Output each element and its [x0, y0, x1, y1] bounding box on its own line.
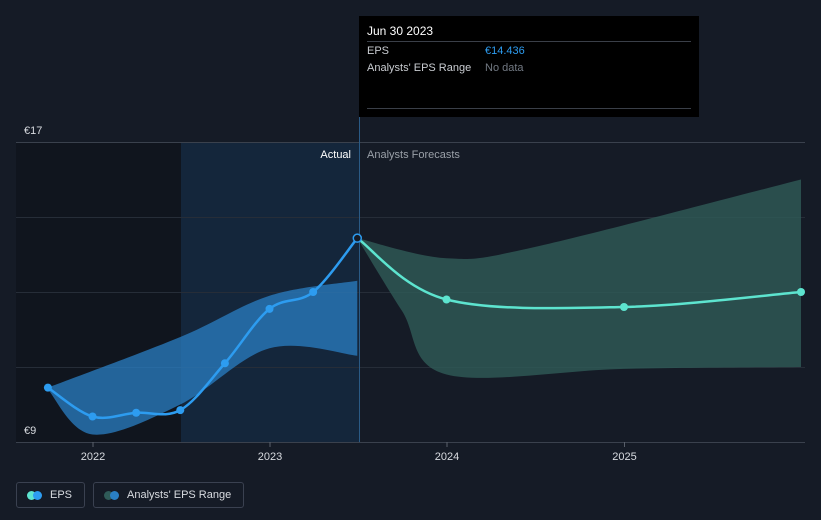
range-legend-icon [104, 490, 120, 500]
eps-points [43, 233, 805, 421]
x-tick-label: 2025 [612, 451, 636, 463]
tooltip-row-eps: EPS €14.436 [367, 41, 691, 59]
x-tick-label: 2022 [81, 451, 105, 463]
eps-point [797, 288, 805, 296]
legend-dot [110, 490, 120, 500]
legend-range[interactable]: Analysts' EPS Range [93, 482, 245, 508]
tooltip-eps-value: €14.436 [485, 44, 525, 57]
eps-point [176, 406, 185, 415]
legend-range-label: Analysts' EPS Range [127, 489, 232, 501]
legend-dot [104, 490, 114, 500]
forecast-label: Analysts Forecasts [367, 149, 460, 161]
actual-label: Actual [320, 149, 351, 161]
eps-point [220, 359, 229, 368]
tooltip-divider [367, 108, 691, 109]
legend-dot [33, 490, 42, 500]
legend-dot [27, 490, 36, 500]
legend: EPS Analysts' EPS Range [16, 482, 245, 508]
eps-current-point [352, 233, 363, 243]
legend-eps[interactable]: EPS [16, 482, 86, 508]
y-tick-top: €17 [24, 125, 42, 137]
eps-point [132, 408, 141, 417]
eps-point [43, 383, 52, 392]
eps-point [620, 303, 628, 311]
tooltip-eps-label: EPS [367, 44, 390, 57]
tooltip-range-label: Analysts' EPS Range [367, 61, 472, 74]
eps-point [442, 295, 451, 304]
tooltip-date: Jun 30 2023 [367, 24, 434, 38]
x-axis: 2022 2023 2024 2025 [81, 442, 637, 463]
x-tick-label: 2024 [435, 451, 459, 463]
eps-forecast-line [356, 237, 802, 310]
tooltip-row-range: Analysts' EPS Range No data [367, 59, 691, 76]
y-tick-bottom: €9 [24, 425, 36, 437]
eps-point [88, 412, 97, 421]
past-range-band [47, 280, 358, 435]
eps-point [309, 288, 318, 296]
x-tick-label: 2023 [258, 451, 282, 463]
eps-point [265, 304, 274, 313]
range-bands [47, 179, 801, 435]
tooltip: Jun 30 2023 EPS €14.436 Analysts' EPS Ra… [359, 16, 699, 117]
legend-eps-label: EPS [50, 489, 73, 501]
forecast-range-band [357, 179, 801, 378]
tooltip-range-value: No data [485, 61, 524, 74]
eps-legend-icon [27, 490, 42, 500]
